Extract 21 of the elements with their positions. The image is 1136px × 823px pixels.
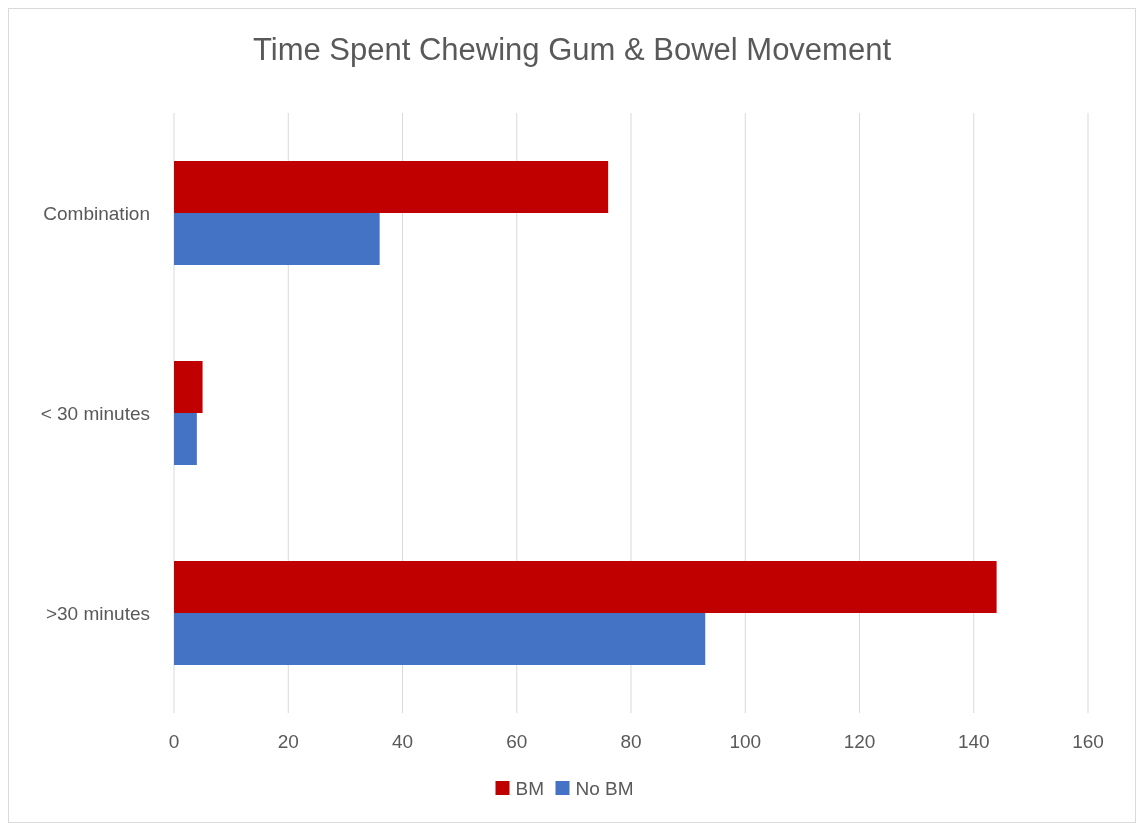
chart-title: Time Spent Chewing Gum & Bowel Movement <box>252 32 892 67</box>
x-tick-label: 80 <box>620 731 642 752</box>
x-tick-label: 60 <box>506 731 528 752</box>
x-tick-label: 120 <box>843 731 876 752</box>
bar <box>174 361 203 413</box>
x-tick-label: 100 <box>729 731 762 752</box>
y-tick-label: < 30 minutes <box>40 402 150 424</box>
bar <box>174 161 609 213</box>
x-tick-label: 140 <box>957 731 990 752</box>
x-tick-label: 40 <box>391 731 414 752</box>
bar <box>174 561 997 613</box>
legend-label: No BM <box>575 777 634 799</box>
bar <box>174 413 197 465</box>
x-tick-label: 0 <box>168 731 180 752</box>
bar <box>174 213 380 265</box>
bar <box>174 613 706 665</box>
x-tick-label: 160 <box>1072 731 1104 752</box>
x-tick-label: 20 <box>277 731 299 752</box>
legend-label: BM <box>515 777 544 799</box>
y-tick-label: >30 minutes <box>45 602 150 624</box>
y-tick-label: Combination <box>43 202 150 224</box>
